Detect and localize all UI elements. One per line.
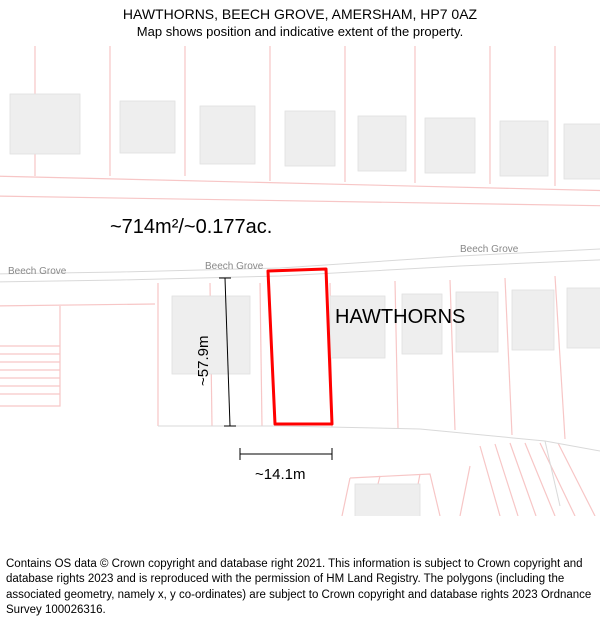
map-svg — [0, 46, 600, 516]
page-container: HAWTHORNS, BEECH GROVE, AMERSHAM, HP7 0A… — [0, 0, 600, 625]
dimension-height-label: ~57.9m — [195, 336, 212, 386]
footer-attribution: Contains OS data © Crown copyright and d… — [6, 557, 594, 619]
dimension-width-label: ~14.1m — [255, 466, 305, 483]
street-label: Beech Grove — [460, 244, 518, 255]
page-subtitle: Map shows position and indicative extent… — [0, 24, 600, 39]
page-title: HAWTHORNS, BEECH GROVE, AMERSHAM, HP7 0A… — [0, 6, 600, 22]
area-label: ~714m²/~0.177ac. — [110, 216, 272, 239]
property-name-label: HAWTHORNS — [335, 306, 465, 329]
map-area: ~714m²/~0.177ac. HAWTHORNS ~14.1m ~57.9m… — [0, 46, 600, 516]
header: HAWTHORNS, BEECH GROVE, AMERSHAM, HP7 0A… — [0, 6, 600, 39]
street-label: Beech Grove — [8, 266, 66, 277]
street-label: Beech Grove — [205, 261, 263, 272]
